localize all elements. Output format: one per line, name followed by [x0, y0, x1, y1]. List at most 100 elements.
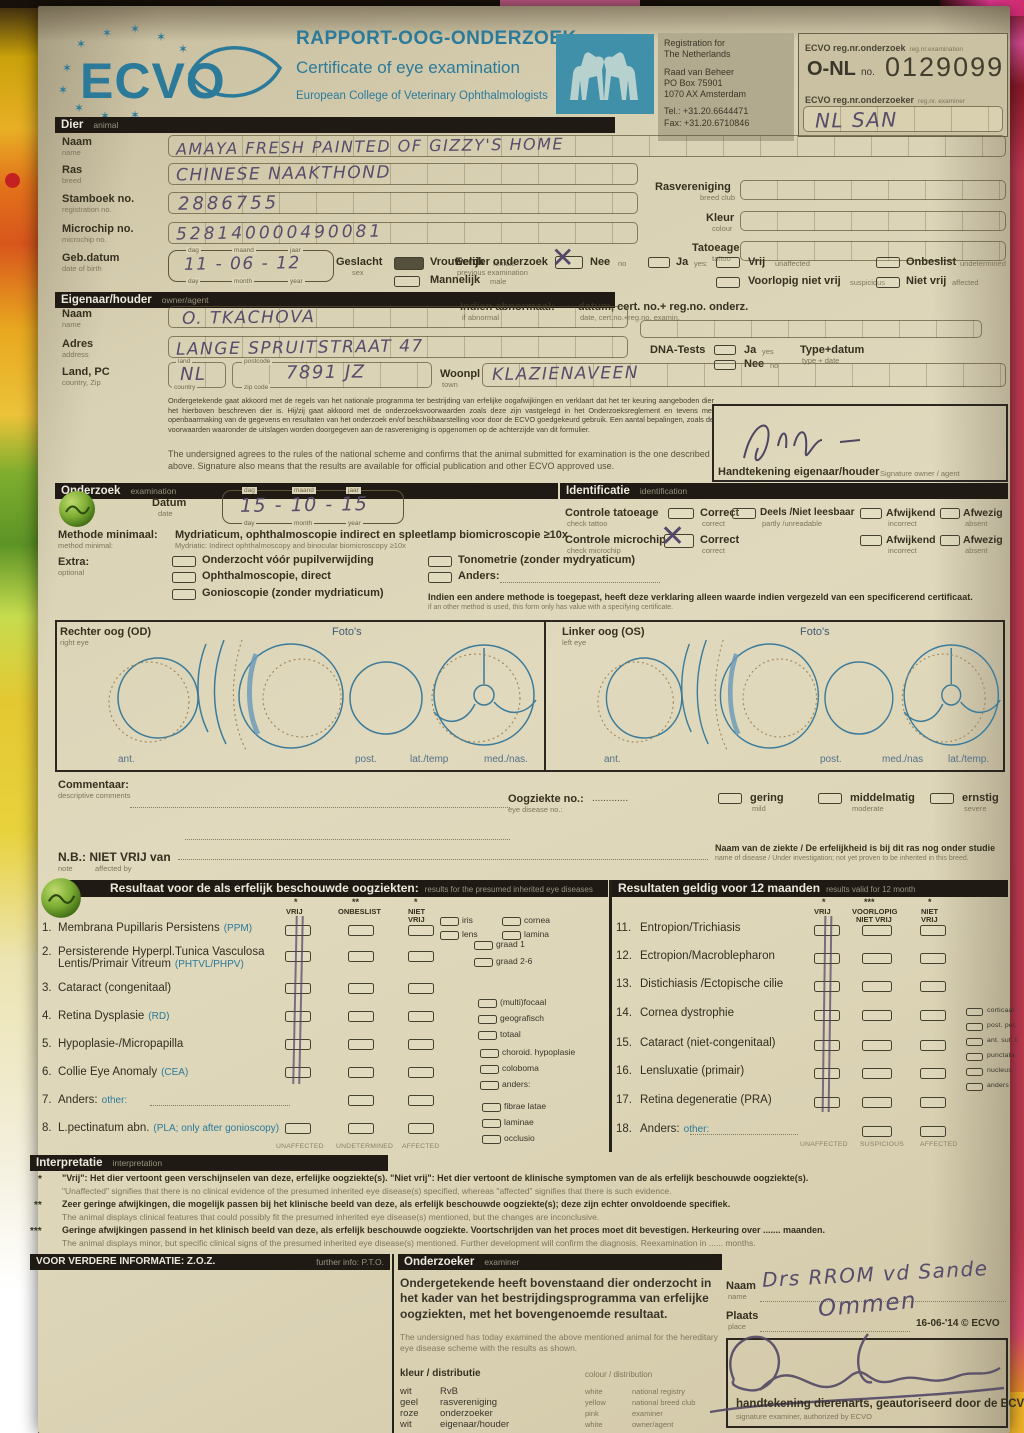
right-eye-lat: lat./temp: [410, 754, 449, 765]
check-microchip-label-en: check microchip: [567, 546, 621, 555]
country-handwriting: NL: [179, 363, 207, 386]
results-right-title: Resultaten geldig voor 12 maanden: [618, 881, 821, 895]
foot-unaffected: UNAFFECTED: [276, 1143, 324, 1150]
previous-exam-no-mark: ✕: [551, 241, 575, 274]
cert-no-label: no.: [861, 67, 875, 78]
legend-ce2: yellow: [585, 1398, 606, 1407]
zip-field: [232, 362, 432, 388]
yes-label-en: yes:: [694, 259, 708, 268]
microchip-field: [168, 222, 638, 244]
cb-r6-vrij: [285, 1067, 311, 1078]
opt-before-dilation: Onderzocht vóór pupilverwijding: [202, 554, 374, 566]
logo-eye-icon: [187, 46, 283, 98]
report-org: European College of Veterinary Ophthalmo…: [296, 90, 548, 102]
checkbox-male: [394, 276, 420, 287]
year-label-nl: jaar: [288, 247, 303, 254]
exam-day-label-en: day: [242, 520, 257, 527]
cb-r12-vrij: [814, 953, 840, 964]
sub-cea-anders: anders:: [502, 1079, 531, 1089]
interp-marker-3: ***: [30, 1226, 42, 1237]
examiner-place-label: Plaats: [726, 1310, 759, 1322]
tattoo-correct-label-en: correct: [702, 519, 725, 528]
sub-totaal: totaal: [500, 1029, 521, 1039]
cb-r3-vrij: [285, 983, 311, 994]
cb-sub-antsut: [966, 1038, 983, 1046]
examiner-code-handwriting: NL SAN: [814, 107, 898, 133]
cb-sub-cornea: [502, 917, 521, 926]
legend-d3: onderzoeker: [440, 1408, 493, 1419]
legend-ce3: pink: [585, 1409, 599, 1418]
section-animal: Dier animal: [55, 117, 615, 133]
svg-text:✶: ✶: [62, 61, 72, 75]
cb-r14-vrij: [814, 1010, 840, 1021]
legend-c3: roze: [400, 1408, 419, 1419]
nb-line: [178, 858, 708, 860]
registration-country: The Netherlands: [664, 49, 731, 60]
exam-date-label-en: date: [158, 509, 173, 518]
org-tel: Tel.: +31.20.6644471: [664, 106, 749, 117]
opt-gonioscopy: Gonioscopie (zonder mydriaticum): [202, 587, 384, 599]
cb-r5-nv: [408, 1039, 434, 1050]
sub-choroid: choroid. hypoplasie: [502, 1047, 576, 1057]
comment-label: Commentaar:: [58, 779, 129, 791]
animal-name-field: [168, 135, 1006, 157]
owner-signature-label-en: Signature owner / agent: [880, 469, 960, 478]
checkbox-gonioscopy: [172, 589, 196, 600]
country-zip-label-en: country, Zip: [62, 378, 101, 387]
cb-r7-nv: [408, 1095, 434, 1106]
checkbox-previous-exam-yes: [648, 257, 670, 268]
owner-address-label: Adres: [62, 338, 94, 350]
col2-voorlopig-star: ***: [864, 897, 875, 907]
checkbox-female: [394, 257, 424, 270]
cb-sub-geografisch: [478, 1015, 497, 1024]
tattoo-field: [740, 241, 1006, 261]
section-owner-label: Eigenaar/houder: [61, 294, 152, 306]
cb-sub-occlusio: [482, 1135, 501, 1144]
comment-line-2: [185, 838, 510, 840]
right-eye-label: Rechter oog (OD): [60, 626, 152, 638]
cb-sub-corticaal: [966, 1008, 983, 1016]
owner-address-handwriting: LANGE SPRUITSTRAAT 47: [175, 336, 424, 360]
registration-for: Registration for: [664, 38, 726, 48]
col2-vrij2: VRIJ: [921, 915, 938, 924]
nb-note: note: [58, 864, 73, 873]
microchip-label: Microchip no.: [62, 223, 134, 235]
dog-icon: [570, 52, 604, 100]
dna-yes-label-en: yes: [762, 347, 774, 356]
cb-r12-nv: [920, 953, 946, 964]
certificate-number-box: ECVO reg.nr.onderzoek reg.nr.examination …: [798, 33, 1008, 137]
female-label: Vrouwelijk: [430, 256, 485, 268]
disease-name-note-en: name of disease / Under investigation; n…: [715, 855, 969, 862]
no-label: Nee: [590, 256, 611, 268]
col2-vrij: VRIJ: [814, 907, 831, 916]
legend-de4: owner/agent: [632, 1420, 674, 1429]
examiner-signature-label: handtekening dierenarts, geautoriseerd d…: [736, 1398, 1024, 1410]
cb-sub-cat-anders: [966, 1083, 983, 1091]
cb-r7-onb: [348, 1095, 374, 1106]
further-info-en: further info: P.T.O.: [316, 1257, 384, 1267]
examiner-section-label: Onderzoeker: [404, 1256, 475, 1268]
colour-label-en: colour: [712, 224, 733, 233]
further-info-bar: VOOR VERDERE INFORMATIE: Z.O.Z. further i…: [30, 1254, 390, 1270]
sub-cat-anders: anders: [987, 1082, 1009, 1089]
country-zip-label: Land, PC: [62, 366, 110, 378]
female-label-en: female: [493, 259, 516, 268]
examiner-code-field: [803, 106, 1003, 132]
cb-r14-vnv: [862, 1010, 892, 1021]
interp-marker-2: **: [34, 1200, 42, 1211]
svg-text:✶: ✶: [130, 22, 140, 36]
background-right-stripe: [1006, 0, 1024, 1433]
owner-signature-box: [712, 404, 1008, 482]
org-address-2: PO Box 75901: [664, 77, 723, 88]
other-method-line: [500, 581, 660, 583]
cb-r2-vrij: [285, 951, 311, 962]
checkbox-tattoo-incorrect: [860, 508, 882, 519]
legend-de3: examiner: [632, 1409, 663, 1418]
studbook-handwriting: 2886755: [177, 192, 280, 215]
checkbox-prev-voorlopig: [716, 277, 740, 288]
tattoo-label: Tatoeage: [692, 242, 740, 254]
disease-row-16: 16. Lensluxatie (primair): [616, 1065, 745, 1077]
country-field: [168, 362, 226, 388]
breed-handwriting: CHINESE NAAKTHOND: [175, 162, 392, 186]
col2-niet: NIET: [921, 907, 939, 916]
